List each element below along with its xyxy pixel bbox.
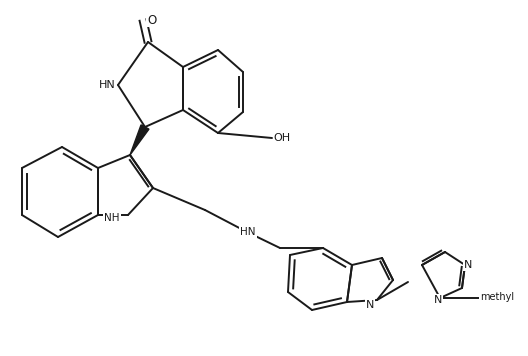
Text: N: N bbox=[464, 260, 472, 270]
Text: N: N bbox=[434, 295, 442, 305]
Polygon shape bbox=[130, 125, 149, 155]
Text: O: O bbox=[147, 14, 157, 26]
Text: HN: HN bbox=[99, 80, 116, 90]
Text: NH: NH bbox=[104, 213, 120, 223]
Text: HN: HN bbox=[240, 227, 256, 237]
Text: OH: OH bbox=[274, 133, 290, 143]
Text: methyl: methyl bbox=[480, 292, 514, 302]
Text: N: N bbox=[366, 300, 374, 310]
